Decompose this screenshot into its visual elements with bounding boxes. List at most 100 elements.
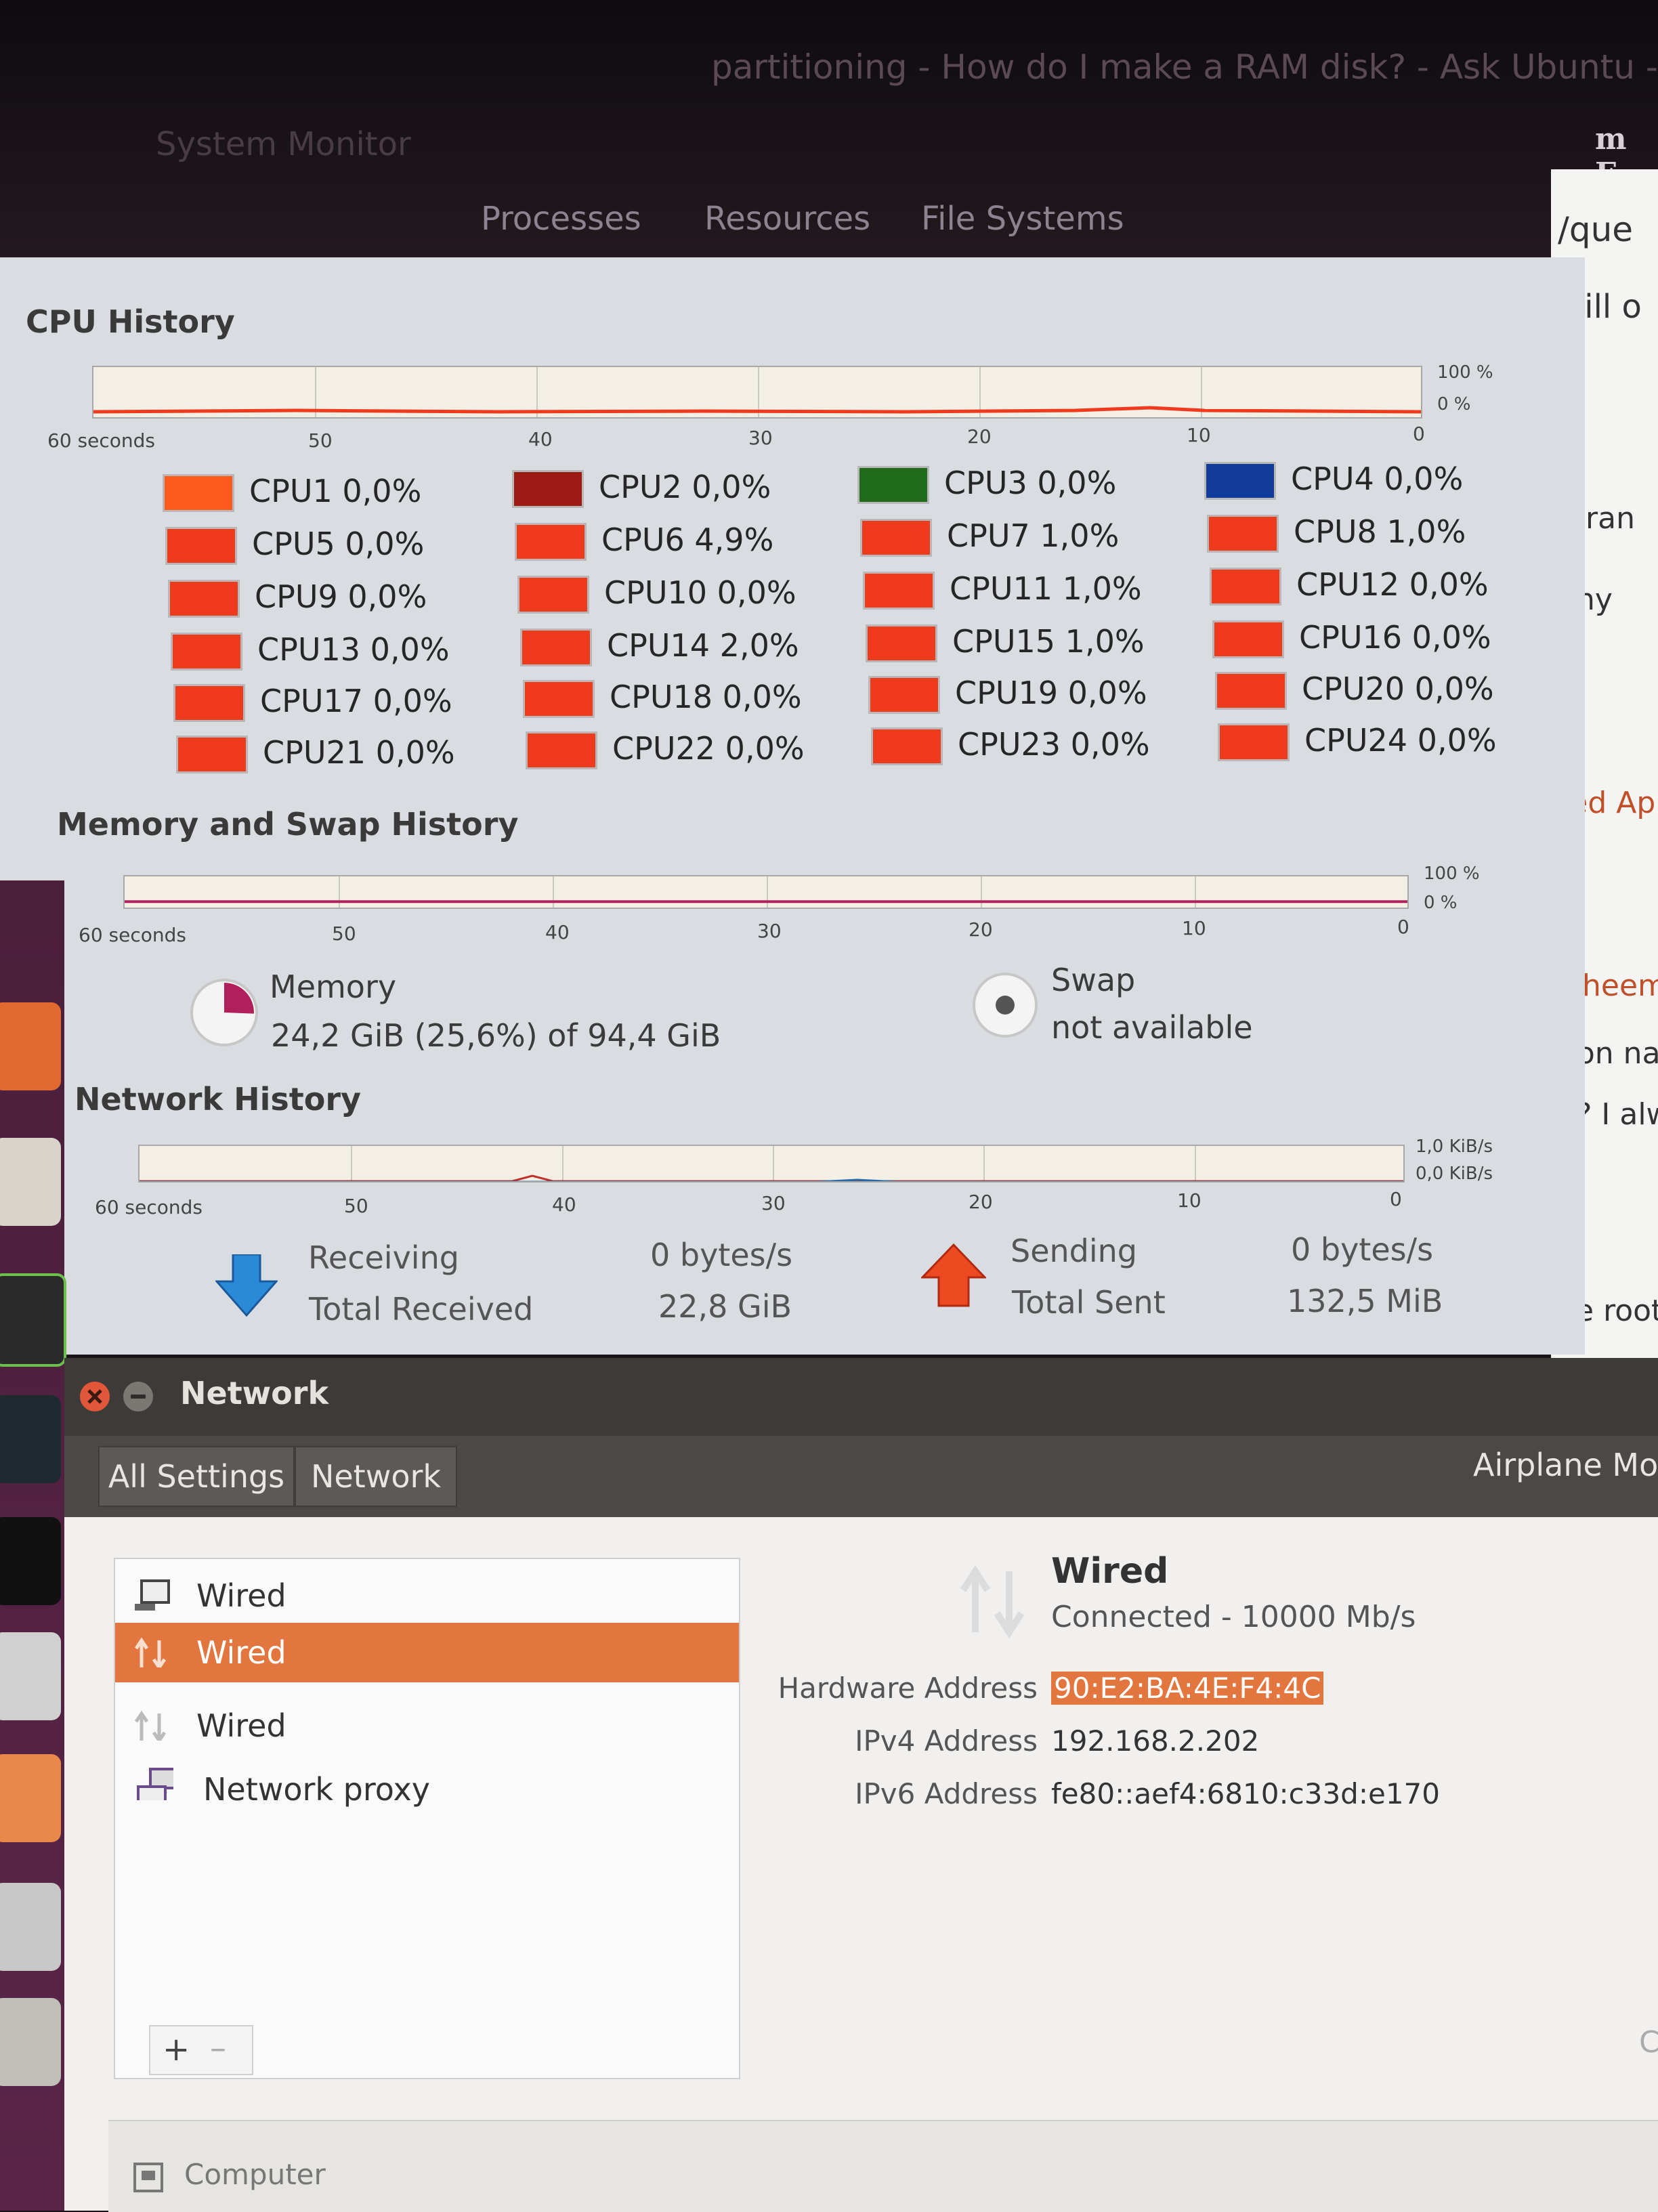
memory-axis-label: 50 bbox=[332, 922, 356, 945]
cpu-color-swatch[interactable] bbox=[863, 572, 935, 610]
cpu-color-swatch[interactable] bbox=[163, 474, 234, 512]
receiving-value: 0 bytes/s bbox=[650, 1237, 793, 1273]
total-received-label: Total Received bbox=[309, 1291, 534, 1327]
cpu-color-swatch[interactable] bbox=[866, 624, 937, 662]
hardware-address-value[interactable]: 90:E2:BA:4E:F4:4C bbox=[1051, 1672, 1324, 1705]
cpu-color-swatch[interactable] bbox=[1218, 723, 1290, 761]
ipv6-address-value[interactable]: fe80::aef4:6810:c33d:e170 bbox=[1051, 1777, 1440, 1810]
launcher-terminal-icon[interactable] bbox=[0, 1517, 61, 1605]
launcher-home-folder-icon[interactable] bbox=[0, 1754, 61, 1842]
add-connection-button[interactable]: + bbox=[163, 2030, 190, 2068]
tab-processes[interactable]: Processes bbox=[481, 200, 641, 238]
cpu-color-swatch[interactable] bbox=[517, 576, 589, 614]
close-icon[interactable] bbox=[79, 1380, 111, 1413]
cpu-legend-label: CPU7 1,0% bbox=[947, 517, 1120, 554]
cpu-color-swatch[interactable] bbox=[868, 676, 940, 714]
network-history-title: Network History bbox=[75, 1081, 361, 1118]
cpu-legend-label: CPU1 0,0% bbox=[249, 473, 422, 509]
launcher-drive-icon[interactable] bbox=[0, 1883, 61, 1971]
cpu-axis-label: 20 bbox=[967, 425, 992, 448]
cpu-color-swatch[interactable] bbox=[1204, 462, 1276, 500]
network-breadcrumb-button[interactable]: Network bbox=[295, 1446, 457, 1507]
cpu-color-swatch[interactable] bbox=[171, 633, 242, 671]
cpu-color-swatch[interactable] bbox=[857, 466, 929, 504]
ipv4-address-label: IPv4 Address bbox=[855, 1724, 1038, 1758]
cpu-scale-max: 100 % bbox=[1437, 362, 1493, 383]
launcher-calculator-icon[interactable] bbox=[0, 1632, 61, 1720]
top-background bbox=[0, 0, 1658, 271]
cpu-axis-label: 40 bbox=[528, 428, 553, 450]
receiving-arrow-icon bbox=[215, 1254, 278, 1317]
launcher-settings-icon[interactable] bbox=[0, 1138, 61, 1226]
ipv6-address-label: IPv6 Address bbox=[855, 1777, 1038, 1810]
cpu-color-swatch[interactable] bbox=[871, 727, 943, 765]
cpu-legend-label: CPU19 0,0% bbox=[955, 675, 1147, 711]
cpu-color-swatch[interactable] bbox=[520, 629, 592, 666]
cpu-color-swatch[interactable] bbox=[515, 523, 587, 561]
cpu-legend-label: CPU15 1,0% bbox=[952, 623, 1145, 660]
connection-item-wired-2[interactable]: Wired bbox=[115, 1623, 739, 1682]
cpu-color-swatch[interactable] bbox=[168, 580, 240, 618]
cpu-color-swatch[interactable] bbox=[523, 680, 595, 718]
cpu-scale-min: 0 % bbox=[1437, 394, 1471, 414]
cpu-legend-label: CPU23 0,0% bbox=[958, 726, 1150, 763]
launcher-system-monitor-icon[interactable] bbox=[0, 1395, 61, 1483]
network-axis-label: 30 bbox=[761, 1192, 786, 1214]
network-window-title: Network bbox=[180, 1375, 329, 1411]
memory-axis-label: 40 bbox=[545, 921, 570, 943]
launcher-update-icon[interactable] bbox=[0, 1273, 66, 1367]
detail-status: Connected - 10000 Mb/s bbox=[1051, 1600, 1416, 1634]
cpu-legend-label: CPU5 0,0% bbox=[252, 526, 425, 562]
wired-computer-icon bbox=[135, 1579, 170, 1611]
tab-file-systems[interactable]: File Systems bbox=[921, 200, 1124, 238]
cpu-legend-label: CPU11 1,0% bbox=[950, 570, 1142, 607]
cpu-legend-label: CPU17 0,0% bbox=[260, 683, 452, 719]
cpu-color-swatch[interactable] bbox=[1215, 672, 1287, 710]
all-settings-button[interactable]: All Settings bbox=[98, 1446, 295, 1507]
cpu-legend-label: CPU10 0,0% bbox=[604, 574, 796, 611]
memory-history-title: Memory and Swap History bbox=[57, 806, 519, 843]
cpu-color-swatch[interactable] bbox=[165, 527, 237, 565]
memory-pie-icon bbox=[190, 979, 258, 1046]
wired-large-icon bbox=[960, 1565, 1025, 1639]
network-window-titlebar bbox=[64, 1358, 1658, 1436]
ipv4-address-value[interactable]: 192.168.2.202 bbox=[1051, 1724, 1260, 1758]
cpu-color-swatch[interactable] bbox=[860, 519, 932, 557]
sending-value: 0 bytes/s bbox=[1291, 1231, 1434, 1268]
network-axis-label: 60 seconds bbox=[95, 1196, 203, 1218]
swap-value: not available bbox=[1051, 1009, 1253, 1046]
connection-item-network-proxy[interactable]: Network proxy bbox=[203, 1771, 430, 1808]
right-edge-button[interactable]: C bbox=[1639, 2025, 1658, 2060]
cpu-color-swatch[interactable] bbox=[512, 470, 584, 508]
cpu-axis-label: 0 bbox=[1413, 423, 1425, 445]
launcher-usb-icon[interactable] bbox=[0, 1998, 61, 2086]
cpu-legend-label: CPU3 0,0% bbox=[944, 465, 1117, 501]
sending-label: Sending bbox=[1011, 1233, 1137, 1269]
network-scale-max: 1,0 KiB/s bbox=[1416, 1136, 1493, 1157]
connection-item-wired-1[interactable]: Wired bbox=[196, 1577, 286, 1614]
cpu-legend-label: CPU18 0,0% bbox=[610, 679, 802, 715]
swap-pie-icon bbox=[973, 973, 1038, 1038]
footer-computer-label[interactable]: Computer bbox=[184, 2158, 326, 2191]
receiving-label: Receiving bbox=[308, 1239, 459, 1276]
cpu-color-swatch[interactable] bbox=[173, 684, 245, 722]
cpu-color-swatch[interactable] bbox=[1207, 515, 1279, 553]
minimize-icon[interactable] bbox=[122, 1380, 154, 1413]
launcher-files-icon[interactable] bbox=[0, 1002, 61, 1090]
cpu-history-title: CPU History bbox=[26, 303, 235, 340]
cpu-color-swatch[interactable] bbox=[176, 736, 248, 773]
total-received-value: 22,8 GiB bbox=[658, 1288, 792, 1325]
cpu-color-swatch[interactable] bbox=[526, 731, 597, 769]
cpu-color-swatch[interactable] bbox=[1210, 568, 1281, 605]
cpu-legend-label: CPU12 0,0% bbox=[1296, 566, 1489, 603]
connection-item-wired-3[interactable]: Wired bbox=[196, 1707, 286, 1744]
cpu-legend-label: CPU20 0,0% bbox=[1302, 671, 1494, 707]
remove-connection-button[interactable]: – bbox=[210, 2029, 226, 2067]
cpu-color-swatch[interactable] bbox=[1212, 620, 1284, 658]
cpu-legend-label: CPU8 1,0% bbox=[1294, 513, 1466, 550]
tab-resources[interactable]: Resources bbox=[704, 200, 871, 238]
network-axis-label: 10 bbox=[1177, 1189, 1202, 1212]
cpu-axis-label: 50 bbox=[308, 429, 333, 452]
detail-title: Wired bbox=[1051, 1551, 1169, 1592]
hardware-address-label: Hardware Address bbox=[778, 1672, 1038, 1705]
